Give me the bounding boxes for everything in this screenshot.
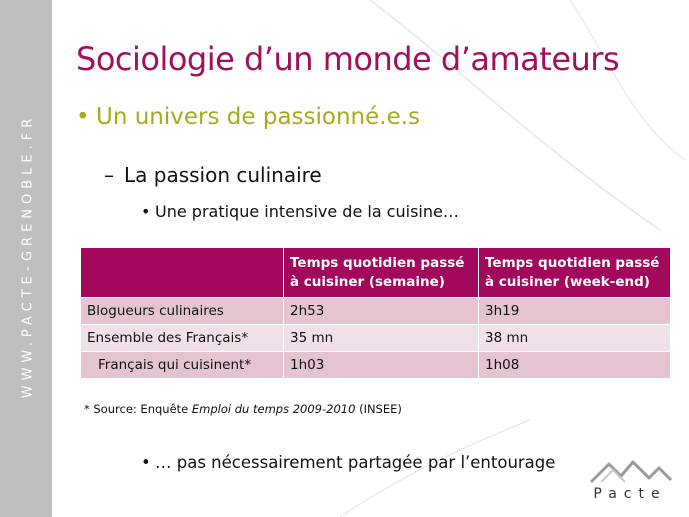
bullet-level1-text: Un univers de passionné.e.s: [96, 104, 421, 130]
table-header-row: Temps quotidien passé à cuisiner (semain…: [80, 247, 671, 298]
bullet-level3: • Une pratique intensive de la cuisine…: [141, 202, 459, 221]
bullet-dot-icon: •: [141, 453, 151, 472]
table-cell: 1h08: [478, 351, 671, 379]
dash-icon: –: [104, 163, 114, 187]
bullet-level3-last: •… pas nécessairement partagée par l’ent…: [141, 453, 555, 472]
source-prefix: * Source: Enquête: [84, 402, 192, 416]
table-cell: Blogueurs culinaires: [80, 297, 284, 325]
table-cell: 1h03: [283, 351, 479, 379]
mountain-logo-icon: [589, 460, 673, 484]
table-row: Blogueurs culinaires 2h53 3h19: [80, 297, 671, 325]
bullet-dot-icon: •: [76, 104, 90, 130]
table-row: Ensemble des Français* 35 mn 38 mn: [80, 324, 671, 352]
table-header-cell: [80, 247, 284, 298]
bullet-dot-icon: •: [141, 202, 151, 221]
logo-text: Pacte: [593, 486, 667, 502]
table-cell: 35 mn: [283, 324, 479, 352]
sidebar-url: WWW.PACTE-GRENOBLE.FR: [20, 113, 36, 399]
table-header-cell: Temps quotidien passé à cuisiner (week-e…: [478, 247, 671, 298]
table-header-cell: Temps quotidien passé à cuisiner (semain…: [283, 247, 479, 298]
slide-title: Sociologie d’un monde d’amateurs: [76, 40, 620, 78]
source-suffix: (INSEE): [355, 402, 402, 416]
table-cell: Français qui cuisinent*: [80, 351, 284, 379]
cooking-time-table: Temps quotidien passé à cuisiner (semain…: [80, 247, 671, 379]
sidebar: WWW.PACTE-GRENOBLE.FR: [0, 0, 52, 517]
table-cell: 3h19: [478, 297, 671, 325]
table-cell: Ensemble des Français*: [80, 324, 284, 352]
bullet-level2: – La passion culinaire: [104, 163, 322, 187]
bullet-level1: • Un univers de passionné.e.s: [76, 104, 420, 130]
table-cell: 38 mn: [478, 324, 671, 352]
source-note: * Source: Enquête Emploi du temps 2009-2…: [84, 402, 402, 416]
table-row: Français qui cuisinent* 1h03 1h08: [80, 351, 671, 379]
source-survey-title: Emploi du temps 2009-2010: [191, 402, 356, 416]
pacte-logo: Pacte: [585, 456, 675, 510]
decorative-curves: [339, 0, 686, 517]
bullet-level3-text: Une pratique intensive de la cuisine…: [155, 202, 459, 221]
bullet-level3-last-text: … pas nécessairement partagée par l’ento…: [155, 453, 556, 472]
table-cell: 2h53: [283, 297, 479, 325]
bullet-level2-text: La passion culinaire: [124, 163, 322, 187]
